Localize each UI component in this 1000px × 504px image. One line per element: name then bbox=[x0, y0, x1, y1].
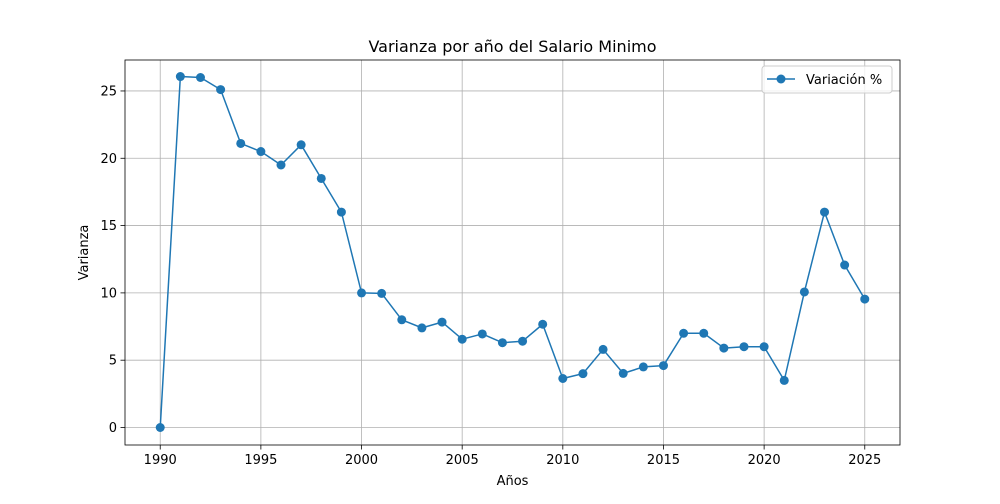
series-layer bbox=[155, 72, 870, 432]
data-point bbox=[497, 338, 507, 348]
data-point bbox=[477, 329, 487, 339]
data-point bbox=[739, 342, 749, 352]
x-tick-label: 2025 bbox=[848, 453, 881, 468]
x-tick-label: 2005 bbox=[446, 453, 479, 468]
data-point bbox=[296, 140, 306, 150]
data-point bbox=[397, 315, 407, 325]
x-tick-label: 1990 bbox=[144, 453, 177, 468]
data-point bbox=[216, 85, 226, 95]
data-point bbox=[558, 374, 568, 383]
data-point bbox=[518, 336, 528, 346]
data-point bbox=[236, 138, 246, 148]
data-point bbox=[699, 328, 709, 338]
data-point bbox=[437, 317, 447, 327]
y-tick-label: 5 bbox=[109, 354, 117, 369]
y-axis-label: Varianza bbox=[77, 225, 92, 281]
data-point bbox=[799, 287, 809, 297]
x-tick-label: 2020 bbox=[748, 453, 781, 468]
y-tick-label: 25 bbox=[100, 84, 117, 99]
x-axis-ticks: 1990 1995 2000 2005 2010 2015 2020 2025 bbox=[144, 445, 881, 468]
data-point bbox=[316, 173, 326, 183]
data-point bbox=[759, 342, 769, 352]
data-point bbox=[578, 369, 588, 379]
x-tick-label: 2000 bbox=[345, 453, 378, 468]
data-point bbox=[618, 368, 628, 378]
y-tick-label: 20 bbox=[100, 152, 117, 167]
x-tick-label: 2015 bbox=[647, 453, 680, 468]
plot-frame bbox=[124, 59, 901, 446]
y-tick-label: 15 bbox=[100, 219, 117, 234]
data-point bbox=[357, 288, 367, 298]
grid bbox=[125, 60, 900, 445]
data-point bbox=[679, 328, 689, 338]
data-point bbox=[860, 294, 870, 304]
data-point bbox=[457, 334, 467, 344]
data-point bbox=[538, 319, 548, 329]
data-point bbox=[175, 72, 185, 82]
y-axis-ticks: 0 5 10 15 20 25 bbox=[100, 84, 125, 436]
chart-title: Varianza por año del Salario Minimo bbox=[368, 37, 656, 56]
x-tick-label: 2010 bbox=[546, 453, 579, 468]
legend-box bbox=[761, 65, 893, 94]
y-tick-label: 0 bbox=[109, 421, 117, 436]
data-point bbox=[256, 147, 266, 157]
legend-label: Variación % bbox=[806, 73, 882, 88]
legend: Variación % bbox=[761, 65, 893, 94]
data-point bbox=[155, 423, 165, 432]
data-point bbox=[195, 73, 205, 82]
x-tick-label: 1995 bbox=[244, 453, 277, 468]
legend-marker-swatch bbox=[776, 74, 786, 84]
data-point bbox=[598, 344, 608, 354]
y-tick-label: 10 bbox=[100, 286, 117, 301]
data-point bbox=[820, 207, 830, 217]
data-point bbox=[719, 343, 729, 353]
data-point bbox=[779, 375, 789, 385]
data-point bbox=[840, 260, 850, 270]
data-point bbox=[336, 207, 346, 217]
data-point bbox=[377, 288, 387, 298]
data-point bbox=[417, 323, 427, 333]
data-point bbox=[658, 361, 668, 371]
x-axis-label: Años bbox=[497, 474, 529, 489]
data-point bbox=[276, 160, 286, 170]
data-point bbox=[638, 362, 648, 372]
